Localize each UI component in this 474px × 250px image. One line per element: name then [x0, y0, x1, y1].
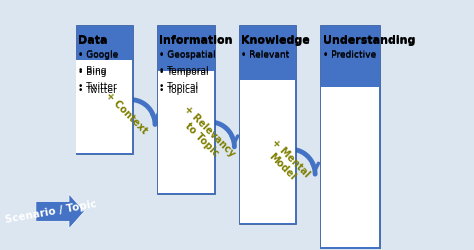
- Text: • Geospatial: • Geospatial: [159, 51, 216, 60]
- Text: • Relevant: • Relevant: [241, 50, 289, 58]
- Text: • Predictive: • Predictive: [323, 50, 376, 58]
- FancyBboxPatch shape: [158, 72, 214, 193]
- Text: Knowledge: Knowledge: [241, 36, 310, 46]
- FancyBboxPatch shape: [240, 80, 295, 223]
- FancyBboxPatch shape: [76, 61, 132, 154]
- Text: Understanding: Understanding: [323, 35, 415, 45]
- Text: • Topical: • Topical: [159, 82, 199, 91]
- Text: • Geospatial: • Geospatial: [159, 50, 216, 58]
- Text: Understanding: Understanding: [323, 36, 415, 46]
- Text: Information: Information: [159, 35, 233, 45]
- Text: Data: Data: [78, 35, 107, 45]
- FancyBboxPatch shape: [239, 26, 296, 224]
- FancyBboxPatch shape: [75, 26, 133, 155]
- FancyBboxPatch shape: [320, 26, 380, 248]
- Text: Scenario / Topic: Scenario / Topic: [5, 198, 98, 224]
- Text: • Temporal: • Temporal: [159, 66, 209, 75]
- Text: • Temporal: • Temporal: [159, 68, 209, 77]
- Text: Data: Data: [78, 36, 107, 46]
- Text: • Bing: • Bing: [78, 66, 106, 75]
- Text: • Predictive: • Predictive: [323, 51, 376, 60]
- Text: + Relevancy
to Topic: + Relevancy to Topic: [174, 104, 237, 166]
- Text: • Twitter: • Twitter: [78, 86, 117, 94]
- Text: • Google: • Google: [78, 51, 118, 60]
- Text: + Context: + Context: [103, 90, 149, 135]
- Text: • Relevant: • Relevant: [241, 51, 289, 60]
- Text: Information: Information: [159, 36, 233, 46]
- FancyBboxPatch shape: [157, 26, 215, 194]
- Polygon shape: [36, 194, 84, 229]
- Text: Knowledge: Knowledge: [241, 35, 310, 45]
- Text: • Google: • Google: [78, 50, 118, 58]
- Text: + Mental
Model: + Mental Model: [261, 137, 311, 187]
- FancyBboxPatch shape: [321, 87, 379, 248]
- Text: • Twitter: • Twitter: [78, 82, 117, 91]
- Text: • Bing: • Bing: [78, 68, 106, 77]
- Text: • Topical: • Topical: [159, 86, 199, 94]
